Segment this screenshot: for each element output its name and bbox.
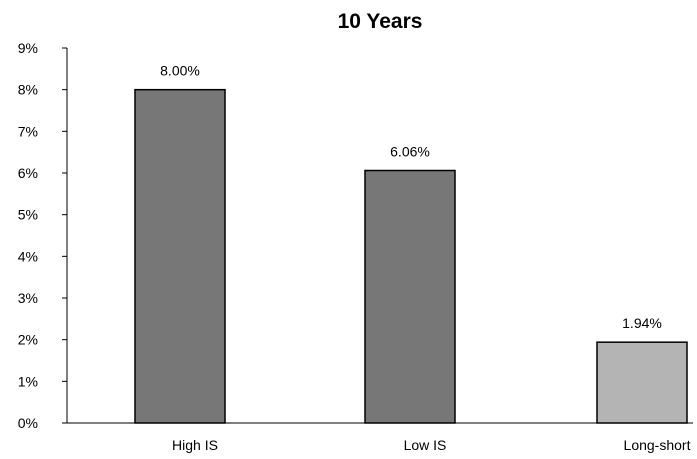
data-label: 8.00% bbox=[160, 63, 200, 79]
y-tick-label: 3% bbox=[18, 290, 38, 306]
y-tick-label: 0% bbox=[18, 415, 38, 431]
bar-low-is bbox=[364, 169, 456, 424]
y-tick-label: 5% bbox=[18, 207, 38, 223]
data-label: 6.06% bbox=[390, 144, 430, 160]
y-tick-label: 7% bbox=[18, 123, 38, 139]
y-tick-label: 2% bbox=[18, 332, 38, 348]
y-axis: 0% 1% 2% 3% 4% 5% 6% 7% 8% 9% bbox=[18, 40, 68, 431]
y-tick-label: 4% bbox=[18, 248, 38, 264]
x-tick-label: Low IS bbox=[404, 437, 447, 453]
y-tick-label: 1% bbox=[18, 373, 38, 389]
bar-long-short bbox=[596, 341, 688, 424]
y-tick-label: 9% bbox=[18, 40, 38, 56]
data-labels-group: 8.00% 6.06% 1.94% bbox=[160, 63, 662, 331]
x-tick-label: High IS bbox=[172, 437, 218, 453]
x-tick-label: Long-short bbox=[624, 437, 691, 453]
bars-group bbox=[134, 88, 688, 424]
y-tick-label: 8% bbox=[18, 82, 38, 98]
bar-high-is bbox=[134, 88, 226, 424]
data-label: 1.94% bbox=[622, 315, 662, 331]
y-tick-label: 6% bbox=[18, 165, 38, 181]
chart-title: 10 Years bbox=[338, 10, 423, 33]
category-labels-group: High IS Low IS Long-short bbox=[172, 437, 691, 453]
